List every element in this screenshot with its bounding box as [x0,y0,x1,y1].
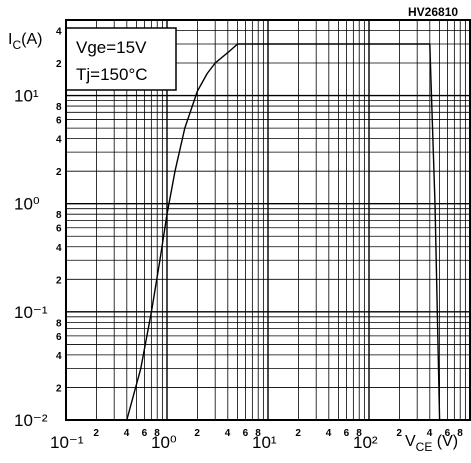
y-tick-label: 10⁰ [14,195,40,214]
x-minor-tick-label: 2 [93,428,99,439]
svg-text:IC(A): IC(A) [8,31,42,52]
y-minor-tick-label: 8 [56,318,62,329]
y-minor-tick-label: 4 [56,135,62,146]
x-minor-tick-label: 2 [295,428,301,439]
x-minor-tick-label: 4 [326,428,332,439]
x-minor-tick-label: 6 [243,428,249,439]
y-minor-tick-label: 2 [56,59,62,70]
y-minor-tick-label: 4 [56,351,62,362]
y-tick-label: 10¹ [14,87,39,106]
x-minor-tick-label: 6 [142,428,148,439]
x-axis-title: VCE (V) [405,433,458,454]
x-minor-tick-label: 6 [445,428,451,439]
x-minor-tick-label: 8 [255,428,261,439]
x-minor-tick-label: 8 [457,428,463,439]
x-minor-tick-label: 4 [124,428,130,439]
figure-code: HV26810 [408,5,458,19]
x-tick-label: 10² [353,433,378,452]
y-minor-tick-label: 2 [56,167,62,178]
legend-tj: Tj=150°C [76,65,148,84]
x-minor-tick-label: 4 [225,428,231,439]
x-minor-tick-label: 2 [194,428,200,439]
x-tick-label: 10⁰ [151,433,177,452]
x-tick-label: 10⁻¹ [50,433,84,452]
plot-frame [65,19,471,421]
y-axis-title: IC(A) [8,31,42,52]
svg-text:VCE (V): VCE (V) [405,433,458,454]
x-tick-label: 10¹ [252,433,277,452]
y-tick-label: 10⁻² [14,411,48,430]
y-minor-tick-label: 2 [56,275,62,286]
soa-curve [126,43,441,421]
y-minor-tick-label: 8 [56,210,62,221]
y-minor-tick-label: 8 [56,102,62,113]
y-minor-tick-label: 6 [56,332,62,343]
legend-vge: Vge=15V [76,38,147,57]
y-minor-tick-label: 6 [56,224,62,235]
x-minor-tick-label: 4 [427,428,433,439]
x-minor-tick-label: 2 [396,428,402,439]
data-series-layer [126,43,441,421]
y-minor-tick-label: 4 [56,243,62,254]
x-minor-tick-label: 6 [344,428,350,439]
y-minor-tick-label: 4 [56,26,62,37]
y-minor-tick-label: 6 [56,116,62,127]
x-minor-tick-label: 8 [356,428,362,439]
y-tick-label: 10⁻¹ [14,303,48,322]
x-minor-tick-label: 8 [154,428,160,439]
y-minor-tick-label: 2 [56,383,62,394]
